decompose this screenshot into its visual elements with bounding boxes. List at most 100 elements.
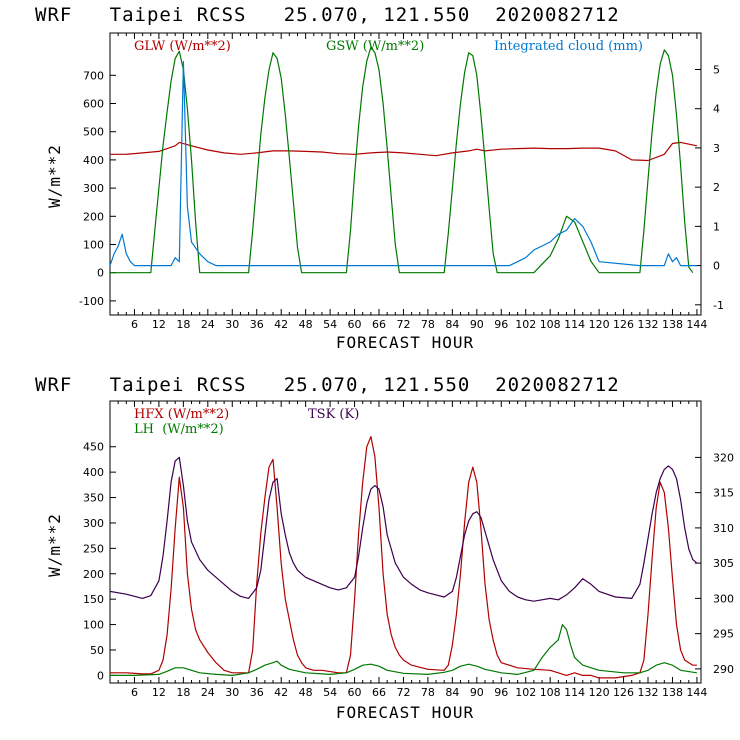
x-tick-label: 102 bbox=[515, 318, 536, 331]
x-tick-label: 66 bbox=[372, 318, 386, 331]
legend-tsk: TSK (K) bbox=[308, 407, 359, 422]
y-tick-label: 300 bbox=[83, 517, 104, 530]
panel-surface-fluxes: WRF Taipei RCSS 25.070, 121.550 20200827… bbox=[35, 374, 734, 722]
x-tick-label: 54 bbox=[323, 686, 337, 699]
x-tick-label: 132 bbox=[638, 686, 659, 699]
y-tick-label: 50 bbox=[90, 644, 104, 657]
y2-tick-label: 1 bbox=[713, 220, 720, 233]
x-tick-label: 90 bbox=[470, 686, 484, 699]
x-tick-label: 114 bbox=[564, 686, 585, 699]
x-tick-label: 120 bbox=[589, 318, 610, 331]
plot-frame bbox=[109, 400, 702, 684]
y-tick-label: 450 bbox=[83, 441, 104, 454]
y2-tick-label: 295 bbox=[713, 628, 734, 641]
y-tick-label: 100 bbox=[83, 619, 104, 632]
x-tick-label: 120 bbox=[589, 686, 610, 699]
x-tick-label: 126 bbox=[613, 318, 634, 331]
y2-tick-label: 315 bbox=[713, 487, 734, 500]
series-line-hfx bbox=[110, 436, 697, 679]
y2-tick-label: 290 bbox=[713, 663, 734, 676]
y2-tick-label: 300 bbox=[713, 592, 734, 605]
x-tick-label: 90 bbox=[470, 318, 484, 331]
series-lines bbox=[109, 436, 698, 679]
y-tick-label: 700 bbox=[83, 69, 104, 82]
x-tick-label: 6 bbox=[131, 686, 138, 699]
x-tick-label: 72 bbox=[396, 686, 410, 699]
legend-gsw: GSW (W/m**2) bbox=[326, 39, 424, 54]
x-tick-label: 36 bbox=[250, 686, 264, 699]
y-tick-label: 250 bbox=[83, 542, 104, 555]
x-tick-label: 66 bbox=[372, 686, 386, 699]
y2-tick-label: 5 bbox=[713, 63, 720, 76]
series-line-lh bbox=[110, 623, 697, 677]
x-tick-label: 108 bbox=[540, 686, 561, 699]
y-axis-label: W/m**2 bbox=[45, 513, 64, 577]
series-line-glw bbox=[110, 141, 698, 162]
y2-tick-label: 3 bbox=[713, 142, 720, 155]
y-tick-label: 0 bbox=[97, 669, 104, 682]
panel-title: WRF Taipei RCSS 25.070, 121.550 20200827… bbox=[35, 374, 620, 396]
panel-radiation: WRF Taipei RCSS 25.070, 121.550 20200827… bbox=[35, 4, 724, 352]
x-tick-label: 18 bbox=[176, 686, 190, 699]
x-tick-label: 96 bbox=[494, 318, 508, 331]
x-tick-label: 24 bbox=[201, 318, 215, 331]
x-tick-label: 138 bbox=[662, 318, 683, 331]
y-tick-label: 500 bbox=[83, 126, 104, 139]
x-tick-label: 138 bbox=[662, 686, 683, 699]
x-tick-label: 126 bbox=[613, 686, 634, 699]
x-tick-label: 144 bbox=[686, 318, 707, 331]
y-tick-label: 100 bbox=[83, 239, 104, 252]
y-axis-label: W/m**2 bbox=[45, 144, 64, 208]
x-tick-label: 42 bbox=[274, 318, 288, 331]
y2-tick-label: 2 bbox=[713, 181, 720, 194]
y2-tick-label: -1 bbox=[713, 299, 724, 312]
x-axis-label: FORECAST HOUR bbox=[336, 333, 474, 352]
legend-cloud: Integrated cloud (mm) bbox=[494, 39, 643, 54]
x-tick-label: 96 bbox=[494, 686, 508, 699]
y-tick-label: 200 bbox=[83, 568, 104, 581]
x-tick-label: 102 bbox=[515, 686, 536, 699]
x-tick-label: 42 bbox=[274, 686, 288, 699]
y-tick-label: -100 bbox=[79, 295, 104, 308]
panel-title: WRF Taipei RCSS 25.070, 121.550 20200827… bbox=[35, 4, 620, 26]
y-tick-label: 0 bbox=[97, 267, 104, 280]
legend-lh: LH (W/m**2) bbox=[134, 422, 224, 437]
x-tick-label: 60 bbox=[348, 686, 362, 699]
series-line-gsw bbox=[110, 46, 694, 274]
x-tick-label: 48 bbox=[299, 318, 313, 331]
x-tick-label: 12 bbox=[152, 318, 166, 331]
x-tick-label: 6 bbox=[131, 318, 138, 331]
y-tick-label: 200 bbox=[83, 210, 104, 223]
x-axis-label: FORECAST HOUR bbox=[336, 703, 474, 722]
x-tick-label: 84 bbox=[445, 318, 459, 331]
x-tick-label: 54 bbox=[323, 318, 337, 331]
x-tick-label: 78 bbox=[421, 318, 435, 331]
x-tick-label: 48 bbox=[299, 686, 313, 699]
y-tick-label: 400 bbox=[83, 154, 104, 167]
axis-ticks: 6 12 18 24 30 36 42 48 54 60 66 72 78 84 90 96 102 108 114… bbox=[83, 401, 734, 699]
series-lines bbox=[109, 46, 698, 274]
x-tick-label: 132 bbox=[638, 318, 659, 331]
y-tick-label: 150 bbox=[83, 593, 104, 606]
x-tick-label: 72 bbox=[396, 318, 410, 331]
y2-tick-label: 310 bbox=[713, 522, 734, 535]
x-tick-label: 78 bbox=[421, 686, 435, 699]
x-tick-label: 36 bbox=[250, 318, 264, 331]
y2-tick-label: 0 bbox=[713, 260, 720, 273]
y-tick-label: 400 bbox=[83, 466, 104, 479]
x-tick-label: 18 bbox=[176, 318, 190, 331]
x-tick-label: 24 bbox=[201, 686, 215, 699]
plot-frame bbox=[109, 32, 702, 316]
x-tick-label: 30 bbox=[225, 686, 239, 699]
y2-tick-label: 4 bbox=[713, 103, 720, 116]
x-tick-label: 84 bbox=[445, 686, 459, 699]
x-tick-label: 108 bbox=[540, 318, 561, 331]
axis-ticks: 6 12 18 24 30 36 42 48 54 60 66 72 78 84 90 96 102 108 114… bbox=[79, 33, 724, 331]
legend-glw: GLW (W/m**2) bbox=[134, 39, 231, 54]
series-line-tsk bbox=[109, 456, 698, 602]
x-tick-label: 12 bbox=[152, 686, 166, 699]
y-tick-label: 300 bbox=[83, 182, 104, 195]
x-tick-label: 30 bbox=[225, 318, 239, 331]
series-line-integrated bbox=[109, 60, 697, 267]
